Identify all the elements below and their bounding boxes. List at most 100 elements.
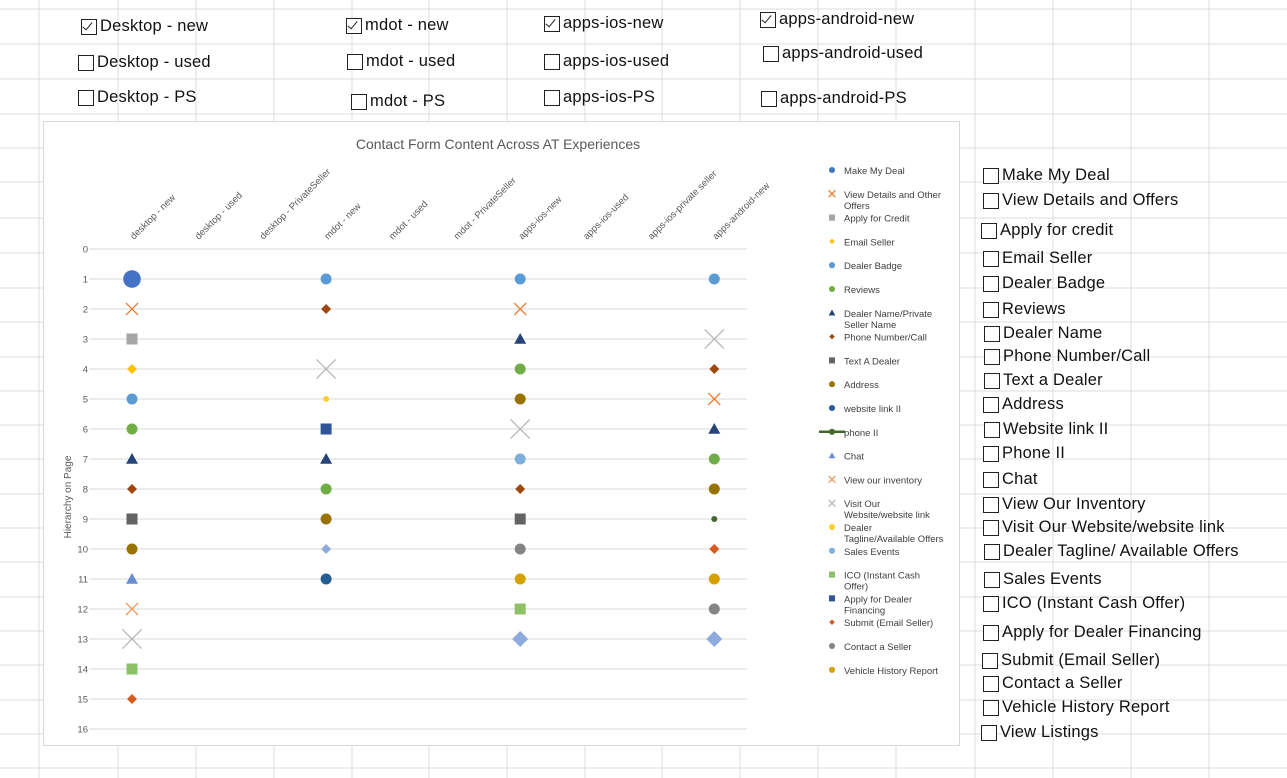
legend-marker [828,642,836,650]
checkbox-box[interactable] [983,595,999,612]
checkbox-make-my-deal[interactable]: Make My Deal [983,166,1110,185]
checkbox-box[interactable] [346,17,362,34]
checkbox-apps-ios-ps[interactable]: apps-ios-PS [544,88,655,107]
checkbox-mdot-ps[interactable]: mdot - PS [351,92,445,111]
checkbox-vehicle-history-report[interactable]: Vehicle History Report [983,698,1170,717]
checkbox-label: View Details and Offers [1002,191,1179,209]
checkbox-box[interactable] [78,54,94,71]
checkbox-submit-email-seller[interactable]: Submit (Email Seller) [982,651,1160,670]
marker-stroke [510,418,531,440]
checkbox-box[interactable] [983,471,999,488]
checkbox-box[interactable] [78,89,94,106]
checkbox-box[interactable] [81,18,97,35]
legend-marker [829,238,835,245]
checkbox-box[interactable] [983,445,999,462]
checkbox-box[interactable] [760,11,776,28]
checkbox-label: Visit Our Website/website link [1002,518,1225,536]
y-tick-label: 8 [83,485,88,496]
checkbox-box[interactable] [763,45,779,62]
checkbox-box[interactable] [982,652,998,669]
y-axis-label: Hierarchy on Page [63,455,74,538]
checkbox-box[interactable] [984,421,1000,438]
checkbox-box[interactable] [984,571,1000,588]
data-point [708,483,720,495]
data-point [709,364,720,374]
checkbox-apply-for-credit[interactable]: Apply for credit [981,221,1113,240]
data-point [321,544,332,554]
checkbox-view-listings[interactable]: View Listings [981,723,1099,742]
checkbox-apply-dealer-financing[interactable]: Apply for Dealer Financing [983,623,1202,642]
checkbox-box[interactable] [983,519,999,536]
checkbox-website-link-ii[interactable]: Website link II [984,420,1108,439]
checkbox-apps-android-ps[interactable]: apps-android-PS [761,89,907,108]
checkbox-label: Website link II [1003,420,1109,438]
checkbox-box[interactable] [984,372,1000,389]
checkbox-visit-our-website[interactable]: Visit Our Website/website link [983,518,1225,537]
checkbox-view-our-inventory[interactable]: View Our Inventory [983,495,1146,514]
checkbox-box[interactable] [761,90,777,107]
legend-label: Text A Dealer [844,356,900,367]
x-tick-label: apps-android-new [711,180,773,242]
checkbox-box[interactable] [347,53,363,70]
checkbox-dealer-badge[interactable]: Dealer Badge [983,274,1105,293]
legend-label: Apply for Dealer Financing [844,594,912,616]
legend-marker [828,262,836,269]
checkbox-sales-events[interactable]: Sales Events [984,570,1102,589]
legend-marker [828,166,836,174]
checkbox-apps-android-used[interactable]: apps-android-used [763,44,923,63]
checkbox-box[interactable] [544,53,560,70]
checkbox-mdot-new[interactable]: mdot - new [346,16,449,35]
checkbox-phone-number-call[interactable]: Phone Number/Call [984,347,1150,366]
checkbox-apps-ios-new[interactable]: apps-ios-new [544,14,664,33]
x-tick-label: desktop - PrivateSeller [258,167,333,242]
data-point [514,603,526,615]
checkbox-desktop-new[interactable]: Desktop - new [81,17,208,36]
checkbox-label: mdot - new [365,16,449,34]
checkbox-box[interactable] [983,250,999,267]
checkbox-box[interactable] [544,15,560,32]
legend-label: Sales Events [844,547,900,558]
checkbox-box[interactable] [983,301,999,318]
checkbox-box[interactable] [981,222,997,239]
checkbox-chat[interactable]: Chat [983,470,1038,489]
checkbox-address[interactable]: Address [983,395,1064,414]
checkbox-box[interactable] [983,167,999,184]
checkbox-box[interactable] [984,348,1000,365]
checkbox-desktop-ps[interactable]: Desktop - PS [78,88,197,107]
checkbox-dealer-tagline[interactable]: Dealer Tagline/ Available Offers [984,542,1239,561]
checkbox-box[interactable] [983,396,999,413]
checkbox-apps-android-new[interactable]: apps-android-new [760,10,914,29]
checkbox-email-seller[interactable]: Email Seller [983,249,1092,268]
checkbox-desktop-used[interactable]: Desktop - used [78,53,211,72]
checkbox-text-a-dealer[interactable]: Text a Dealer [984,371,1103,390]
checkbox-box[interactable] [983,192,999,209]
checkbox-box[interactable] [984,543,1000,560]
legend-label-line: Offers [844,201,870,212]
x-tick-label: apps-ios-used [581,192,631,242]
checkbox-label: mdot - used [366,52,456,70]
checkbox-mdot-used[interactable]: mdot - used [347,52,455,71]
checkbox-label: Dealer Tagline/ Available Offers [1003,542,1239,560]
checkbox-dealer-name[interactable]: Dealer Name [984,324,1102,343]
checkbox-box[interactable] [351,93,367,110]
checkbox-view-details-offers[interactable]: View Details and Offers [983,191,1178,210]
checkbox-phone-ii[interactable]: Phone II [983,444,1065,463]
checkbox-box[interactable] [981,724,997,741]
legend-label-line: Dealer Name/Private [844,309,932,320]
checkbox-box[interactable] [544,89,560,106]
checkbox-box[interactable] [984,325,1000,342]
y-tick-label: 0 [83,245,88,256]
checkbox-box[interactable] [983,675,999,692]
checkbox-box[interactable] [983,275,999,292]
checkbox-apps-ios-used[interactable]: apps-ios-used [544,52,669,71]
checkbox-box[interactable] [983,496,999,513]
data-point [125,602,139,616]
checkbox-contact-a-seller[interactable]: Contact a Seller [983,674,1123,693]
checkbox-ico[interactable]: ICO (Instant Cash Offer) [983,594,1185,613]
checkbox-reviews[interactable]: Reviews [983,300,1066,319]
checkbox-box[interactable] [983,699,999,716]
chart-container[interactable]: Contact Form Content Across AT Experienc… [43,121,960,746]
checkbox-box[interactable] [983,624,999,641]
legend-label: Dealer Badge [844,261,902,272]
legend-label: ICO (Instant Cash Offer) [844,571,920,593]
